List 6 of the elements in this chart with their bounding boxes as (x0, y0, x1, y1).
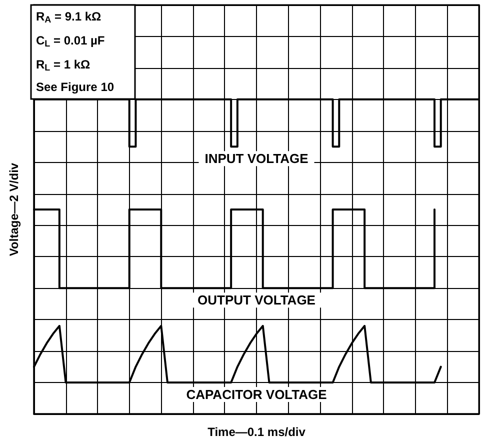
series-label: OUTPUT VOLTAGE (198, 292, 316, 308)
x-axis-title: Time—0.1 ms/div (208, 425, 306, 439)
series-label: INPUT VOLTAGE (204, 151, 309, 166)
y-axis-title: Voltage—2 V/div (7, 162, 21, 256)
series-label: CAPACITOR VOLTAGE (186, 387, 328, 402)
text: See Figure 10 (36, 80, 114, 94)
